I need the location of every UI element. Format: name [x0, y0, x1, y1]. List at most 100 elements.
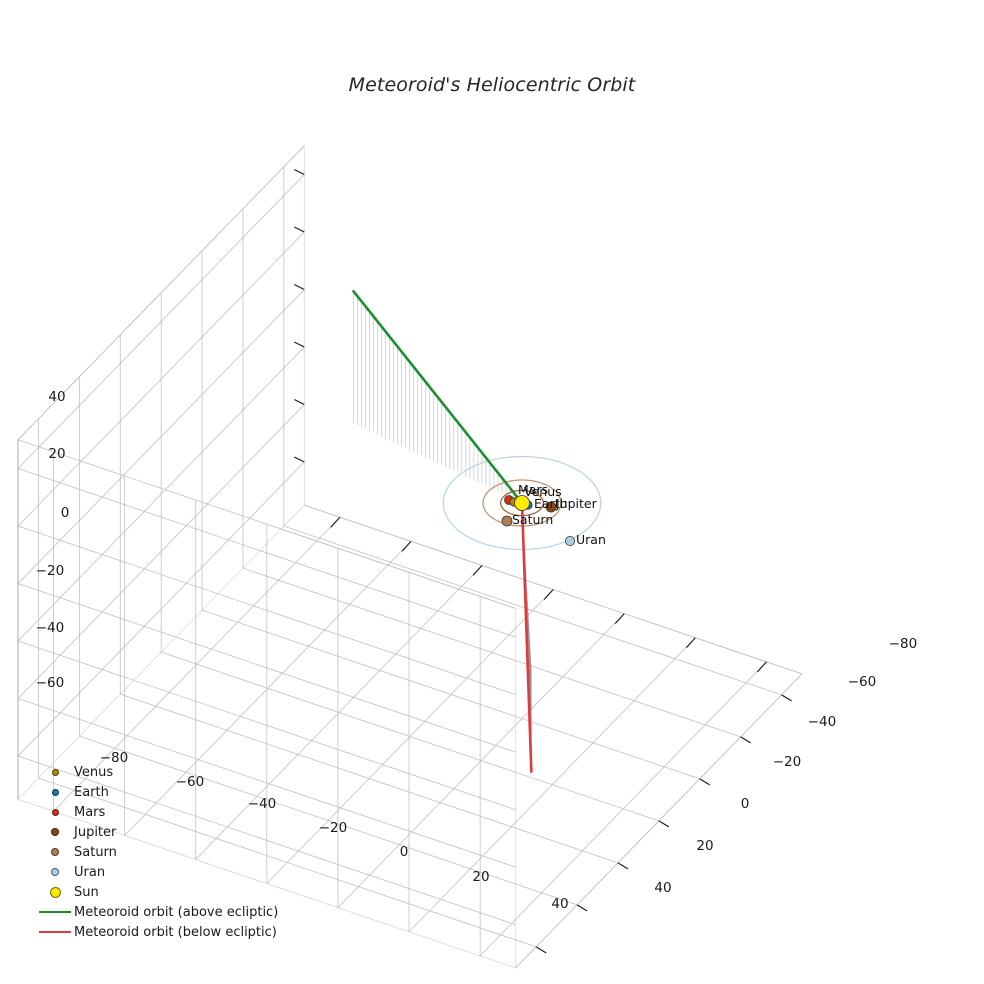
- legend-item-venus[interactable]: Venus: [36, 762, 316, 782]
- x-tick-mark: [401, 540, 412, 552]
- legend-marker-slot: [36, 828, 74, 836]
- z-tick-mark: [294, 399, 305, 406]
- body-marker-sun: [514, 495, 530, 511]
- grid-wall-y-top: [17, 439, 516, 609]
- page-title: Meteoroid's Heliocentric Orbit: [348, 74, 636, 96]
- body-marker-uran: [565, 536, 576, 547]
- z-tick-label: −60: [36, 675, 65, 691]
- orbit-ring-uran: [442, 455, 602, 551]
- legend-dot-icon: [51, 768, 59, 776]
- orbit-segment-above: [352, 289, 524, 505]
- legend-line-icon: [39, 931, 71, 933]
- axis-tick-labels: −80 −60 −40 −20 0 20 40 40 20 0 −20 −40 −60 −80 40 20 0 −…: [36, 389, 918, 912]
- grid-wall-y-horiz: [17, 583, 516, 753]
- y-tick-label: −60: [848, 674, 877, 690]
- body-label-uran: Uran: [576, 532, 606, 547]
- legend-line-icon: [39, 911, 71, 913]
- x-tick-label: −20: [319, 820, 348, 836]
- legend-item-uran[interactable]: Uran: [36, 862, 316, 882]
- grid-wall-x-horiz: [17, 289, 305, 584]
- legend-item-label: Meteoroid orbit (below ecliptic): [74, 924, 277, 940]
- x-tick-label: 20: [472, 869, 489, 885]
- z-tick-mark: [294, 169, 305, 176]
- legend-item-label: Venus: [74, 764, 114, 780]
- grid-wall-y-horiz: [17, 640, 516, 811]
- legend-marker-slot: [36, 768, 74, 776]
- grid-wall-x-horiz: [17, 346, 305, 642]
- y-tick-label: 20: [696, 838, 713, 854]
- grid-wall-x-horiz: [17, 404, 305, 699]
- legend-item-mars[interactable]: Mars: [36, 802, 316, 822]
- legend-item-label: Jupiter: [74, 824, 117, 840]
- legend-dot-icon: [51, 868, 59, 876]
- legend-dot-icon: [51, 788, 59, 796]
- legend-item-sun[interactable]: Sun: [36, 882, 316, 902]
- legend-dot-icon: [51, 828, 59, 836]
- grid-floor-y: [38, 777, 537, 948]
- grid-wall-y-horiz: [17, 755, 516, 926]
- grid-wall-x-horiz: [17, 231, 305, 527]
- y-tick-mark: [699, 778, 711, 786]
- legend-item-saturn[interactable]: Saturn: [36, 842, 316, 862]
- grid-wall-x-horiz: [17, 461, 305, 757]
- legend-marker-slot: [36, 808, 74, 816]
- legend-item-meteoroid-orbit-above-ecliptic[interactable]: Meteoroid orbit (above ecliptic): [36, 902, 316, 922]
- grid-floor-y: [161, 651, 659, 822]
- y-tick-label: −20: [773, 754, 802, 770]
- body-marker-saturn: [501, 515, 513, 527]
- planet-markers: [501, 495, 576, 547]
- x-tick-mark: [543, 589, 554, 600]
- legend-marker-slot: [36, 848, 74, 856]
- x-tick-mark: [685, 637, 696, 649]
- grid-floor-y: [120, 693, 619, 864]
- grid-wall-x-horiz: [17, 174, 305, 469]
- z-tick-label: 0: [61, 505, 70, 521]
- z-tick-mark: [294, 341, 305, 348]
- y-tick-mark: [576, 904, 588, 912]
- z-tick-label: −20: [36, 563, 65, 579]
- body-label-venus: Venus: [524, 484, 562, 499]
- grid-wall-y-horiz: [17, 525, 516, 696]
- body-label-jupiter: Jupiter: [555, 496, 598, 511]
- grid-floor-y: [201, 609, 700, 780]
- x-tick-mark: [757, 661, 767, 673]
- y-tick-mark: [535, 946, 547, 954]
- x-tick-mark: [614, 613, 625, 624]
- x-tick-mark: [472, 565, 483, 576]
- legend-item-jupiter[interactable]: Jupiter: [36, 822, 316, 842]
- body-marker-jupiter: [545, 501, 557, 513]
- y-tick-mark: [740, 736, 751, 744]
- z-tick-mark: [294, 226, 305, 233]
- z-tick-label: 40: [48, 389, 65, 405]
- grid-floor-y: [242, 567, 741, 738]
- legend-marker-slot: [36, 886, 74, 898]
- z-tick-label: −40: [36, 620, 65, 636]
- y-tick-label: 0: [741, 796, 750, 812]
- grid-wall-x-top: [17, 145, 305, 441]
- legend-marker-slot: [36, 911, 74, 913]
- x-tick-label: −60: [176, 774, 205, 790]
- legend-item-label: Earth: [74, 784, 109, 800]
- orbit-segment-below: [520, 501, 533, 773]
- legend-dot-icon: [51, 808, 59, 816]
- grid-floor-y: [79, 735, 578, 906]
- z-tick-mark: [294, 284, 305, 291]
- legend-marker-slot: [36, 788, 74, 796]
- body-label-saturn: Saturn: [512, 512, 553, 527]
- legend-item-label: Meteoroid orbit (above ecliptic): [74, 904, 279, 920]
- x-tick-label: −80: [100, 750, 129, 766]
- y-tick-mark: [658, 820, 670, 828]
- y-tick-mark: [617, 862, 629, 870]
- legend-item-label: Saturn: [74, 844, 117, 860]
- legend-item-meteoroid-orbit-below-ecliptic[interactable]: Meteoroid orbit (below ecliptic): [36, 922, 316, 942]
- body-label-earth: Earth: [534, 496, 568, 511]
- legend-item-earth[interactable]: Earth: [36, 782, 316, 802]
- legend-item-label: Sun: [74, 884, 99, 900]
- x-tick-label: 0: [400, 844, 409, 860]
- grid-wall-y-horiz: [17, 698, 516, 868]
- x-tick-label: −40: [248, 796, 277, 812]
- x-tick-label: 40: [551, 896, 568, 912]
- y-tick-label: −80: [889, 636, 918, 652]
